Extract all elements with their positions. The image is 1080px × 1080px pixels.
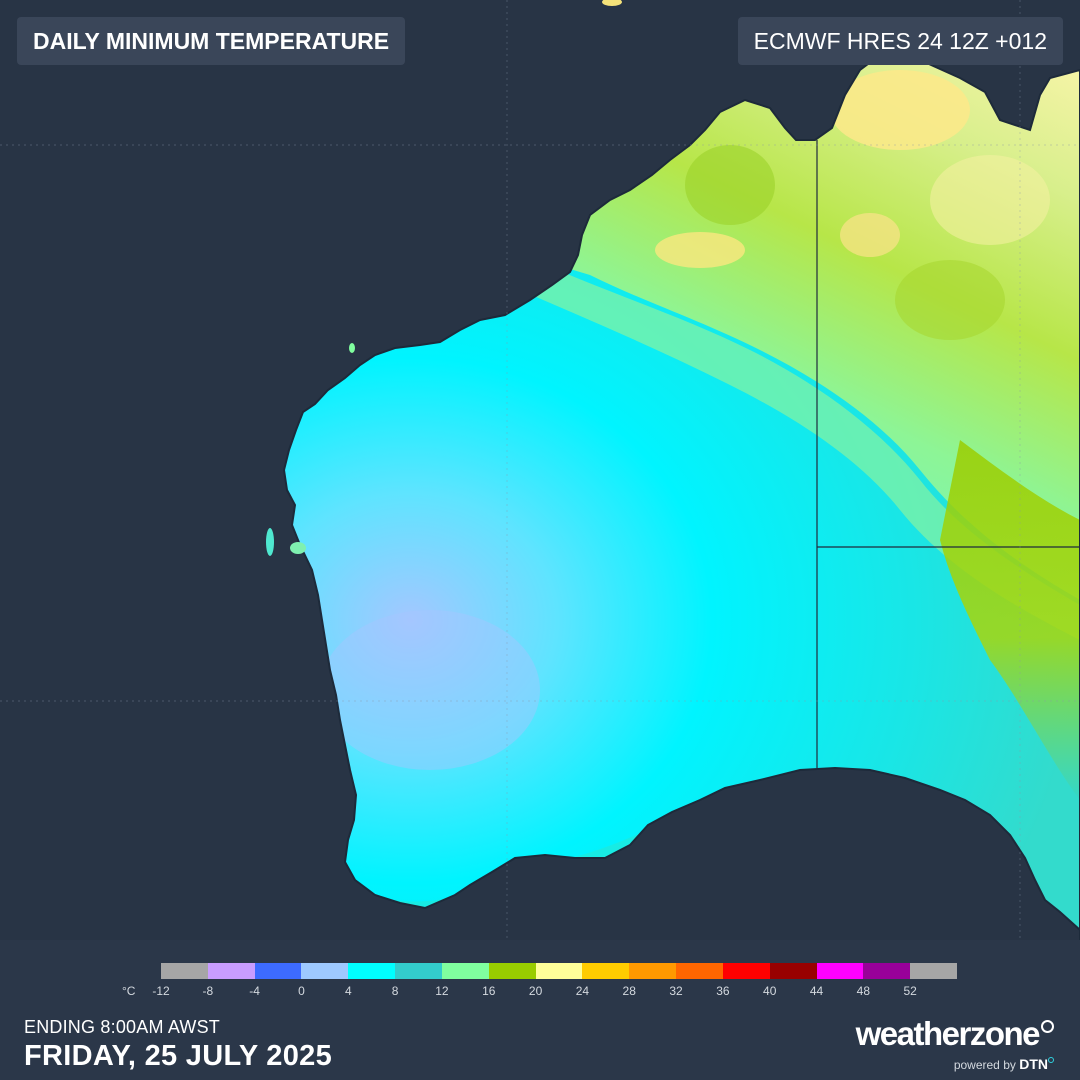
legend-tick: -8: [202, 984, 214, 998]
legend-swatch: [629, 963, 677, 979]
legend-unit: °C: [122, 984, 136, 998]
legend-tick: 12: [435, 984, 449, 998]
legend-tick: 16: [482, 984, 496, 998]
legend-swatch: [769, 963, 817, 979]
legend-tick: 4: [344, 984, 352, 998]
powered-by-label: powered by DTN: [856, 1056, 1054, 1072]
islands: [266, 0, 622, 556]
legend-swatch: [676, 963, 723, 979]
powered-by-text: powered by: [953, 1058, 1016, 1072]
legend-tick: 44: [809, 984, 824, 998]
model-run-label: ECMWF HRES 24 12Z +012: [737, 17, 1063, 65]
legend-tick: 36: [716, 984, 730, 998]
brand-ring-icon: [1041, 1020, 1054, 1033]
legend-swatch: [348, 963, 396, 979]
legend-tick: -12: [152, 984, 170, 998]
legend-tick: 0: [298, 984, 305, 998]
temperature-map[interactable]: [0, 0, 1080, 940]
legend-tick: 52: [903, 984, 917, 998]
graticule: [0, 0, 1080, 940]
legend-swatch: [488, 963, 536, 979]
legend-swatch: [582, 963, 630, 979]
legend-swatch: [535, 963, 583, 979]
legend-swatch: [161, 963, 208, 979]
valid-period-label: ENDING 8:00AM AWST: [24, 1017, 220, 1037]
legend-tick-labels: -12 -8 -4 0 4 8 12 16 20 24 28 32 36 40 44 48 52: [0, 984, 1080, 1000]
map-title: DAILY MINIMUM TEMPERATURE: [17, 17, 406, 65]
legend-swatch: [301, 963, 349, 979]
state-borders: [816, 140, 1080, 768]
brand-wordmark: weatherzone: [856, 1016, 1054, 1052]
weatherzone-logo: weatherzone powered by DTN: [856, 1016, 1054, 1072]
legend-swatch: [816, 963, 864, 979]
legend-tick: 20: [528, 984, 543, 998]
temperature-legend: [161, 963, 958, 979]
dtn-logo: DTN: [1019, 1056, 1048, 1072]
legend-tick: 8: [391, 984, 399, 998]
dtn-ring-icon: [1048, 1057, 1054, 1063]
legend-tick: 32: [669, 984, 683, 998]
legend-swatch: [910, 963, 958, 979]
legend-swatch: [863, 963, 911, 979]
legend-swatch: [207, 963, 255, 979]
legend-swatch: [722, 963, 770, 979]
legend-tick: -4: [249, 984, 260, 998]
forecast-date: FRIDAY, 25 JULY 2025: [24, 1040, 333, 1072]
legend-tick: 40: [763, 984, 777, 998]
legend-tick: 28: [622, 984, 636, 998]
brand-weather: weather: [855, 1015, 972, 1052]
brand-zone: zone: [969, 1015, 1041, 1052]
legend-swatch: [441, 963, 489, 979]
legend-swatch: [254, 963, 302, 979]
legend-tick: 24: [575, 984, 590, 998]
legend-tick: 48: [856, 984, 871, 998]
legend-swatch: [395, 963, 442, 979]
